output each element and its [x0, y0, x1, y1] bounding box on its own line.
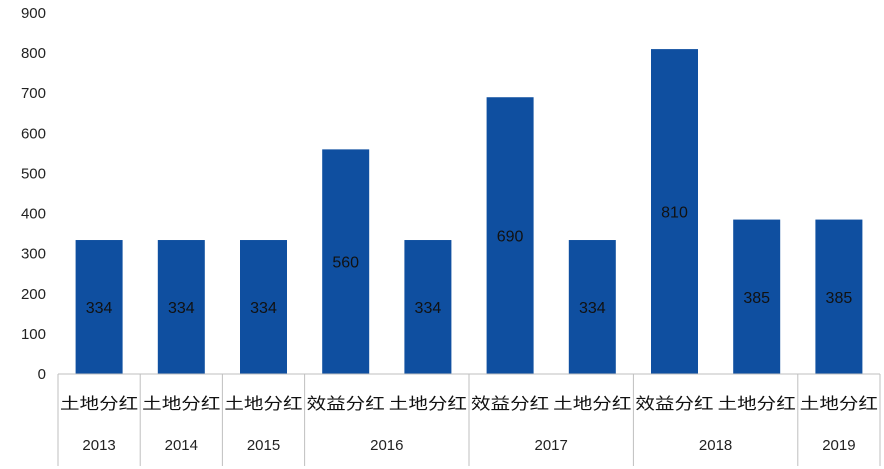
data-label: 334 [250, 300, 277, 317]
bar [486, 97, 534, 374]
bar [733, 219, 781, 374]
y-tick-label: 100 [21, 326, 46, 343]
data-label: 560 [332, 255, 359, 272]
category-label: 土地分红 [60, 394, 138, 413]
category-label: 土地分红 [224, 394, 302, 413]
y-tick-label: 500 [21, 165, 46, 182]
data-label: 334 [415, 300, 442, 317]
bar [404, 240, 452, 374]
category-label: 效益分红 [307, 394, 385, 413]
y-tick-label: 600 [21, 125, 46, 142]
data-label: 810 [661, 205, 688, 222]
y-tick-label: 900 [21, 5, 46, 22]
year-group-label: 2014 [165, 437, 198, 454]
data-label: 690 [497, 229, 524, 246]
data-label: 334 [579, 300, 606, 317]
data-label: 385 [826, 290, 853, 307]
category-label: 土地分红 [553, 394, 631, 413]
y-tick-label: 200 [21, 286, 46, 303]
bar [815, 219, 863, 374]
category-label: 效益分红 [471, 394, 549, 413]
category-label: 土地分红 [718, 394, 796, 413]
y-tick-label: 0 [38, 366, 46, 383]
year-group-label: 2019 [822, 437, 855, 454]
bar [322, 149, 370, 374]
bar [75, 240, 123, 374]
bar [568, 240, 616, 374]
y-tick-label: 700 [21, 85, 46, 102]
y-tick-label: 400 [21, 206, 46, 223]
year-group-label: 2016 [370, 437, 403, 454]
data-label: 334 [168, 300, 195, 317]
year-group-label: 2018 [699, 437, 732, 454]
y-tick-label: 800 [21, 45, 46, 62]
y-tick-label: 300 [21, 246, 46, 263]
data-label: 334 [86, 300, 113, 317]
bar [157, 240, 205, 374]
bar [651, 49, 698, 374]
data-label: 385 [743, 290, 770, 307]
bar [240, 240, 287, 374]
category-label: 土地分红 [142, 394, 220, 413]
category-label: 土地分红 [800, 394, 878, 413]
y-axis: 0 100 200 300 400 500 600 700 800 900 [21, 5, 46, 383]
year-group-label: 2013 [82, 437, 115, 454]
category-label: 土地分红 [389, 394, 467, 413]
year-group-label: 2015 [247, 437, 280, 454]
x-axis: 土地分红 土地分红 土地分红 效益分红 土地分红 效益分红 土地分红 效益分红 土地分红 土地分红… [57, 373, 881, 466]
category-label: 效益分红 [635, 394, 713, 413]
year-group-label: 2017 [535, 437, 568, 454]
bars: 334 334 334 560 334 690 334 810 385 385 [75, 49, 863, 374]
